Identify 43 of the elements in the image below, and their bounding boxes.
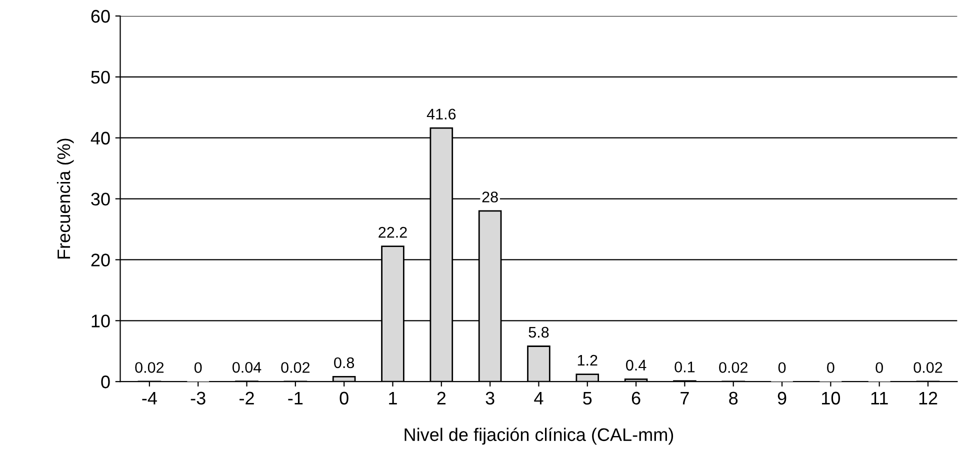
x-tick-label: 6 bbox=[632, 392, 640, 405]
y-tick-label: 50 bbox=[91, 70, 110, 84]
x-tick-label: 11 bbox=[871, 392, 888, 404]
x-tick-label: 2 bbox=[437, 392, 446, 404]
x-tick-label: 3 bbox=[486, 392, 494, 405]
data-label: 1.2 bbox=[578, 354, 598, 366]
y-tick-label: 60 bbox=[91, 10, 110, 23]
x-tick-label: 1 bbox=[389, 392, 397, 404]
x-tick-label: -3 bbox=[190, 392, 206, 405]
data-label: 0 bbox=[194, 362, 202, 374]
data-label: 0 bbox=[778, 362, 786, 374]
data-label: 5.8 bbox=[528, 326, 549, 338]
x-tick-label: 4 bbox=[534, 392, 544, 404]
x-tick-label: 8 bbox=[729, 392, 738, 405]
x-tick-label: 5 bbox=[583, 392, 592, 405]
x-tick-label: -2 bbox=[240, 392, 254, 404]
data-label: 0.02 bbox=[914, 362, 942, 373]
y-tick-label: 40 bbox=[90, 132, 110, 145]
data-label: 0 bbox=[876, 362, 883, 374]
x-tick-label: -4 bbox=[142, 392, 157, 404]
x-tick-label: 9 bbox=[778, 392, 786, 405]
y-tick-label: 10 bbox=[92, 314, 110, 328]
x-tick-label: 12 bbox=[919, 392, 938, 404]
data-label: 0.1 bbox=[674, 362, 695, 372]
x-axis-title: Nivel de fijación clínica (CAL-mm) bbox=[404, 428, 674, 445]
data-label: 22.2 bbox=[378, 226, 407, 238]
data-label: 41.6 bbox=[426, 108, 456, 120]
x-tick-label: -1 bbox=[288, 392, 303, 404]
data-label: 28 bbox=[482, 192, 498, 202]
data-label: 0.02 bbox=[281, 362, 310, 373]
data-label: 0.8 bbox=[334, 357, 354, 368]
data-label: 0.4 bbox=[626, 360, 646, 371]
data-label: 0.02 bbox=[135, 362, 164, 373]
y-axis-title: Frecuencia (%) bbox=[56, 138, 74, 259]
y-tick-label: 20 bbox=[91, 254, 110, 266]
data-label: 0.02 bbox=[719, 362, 748, 373]
y-tick-label: 30 bbox=[91, 192, 110, 206]
x-tick-label: 10 bbox=[822, 392, 840, 405]
x-tick-label: 0 bbox=[340, 392, 348, 405]
data-label: 0.04 bbox=[232, 362, 262, 373]
x-tick-label: 7 bbox=[680, 392, 689, 404]
y-tick-label: 0 bbox=[101, 376, 110, 388]
data-label: 0 bbox=[827, 362, 834, 374]
